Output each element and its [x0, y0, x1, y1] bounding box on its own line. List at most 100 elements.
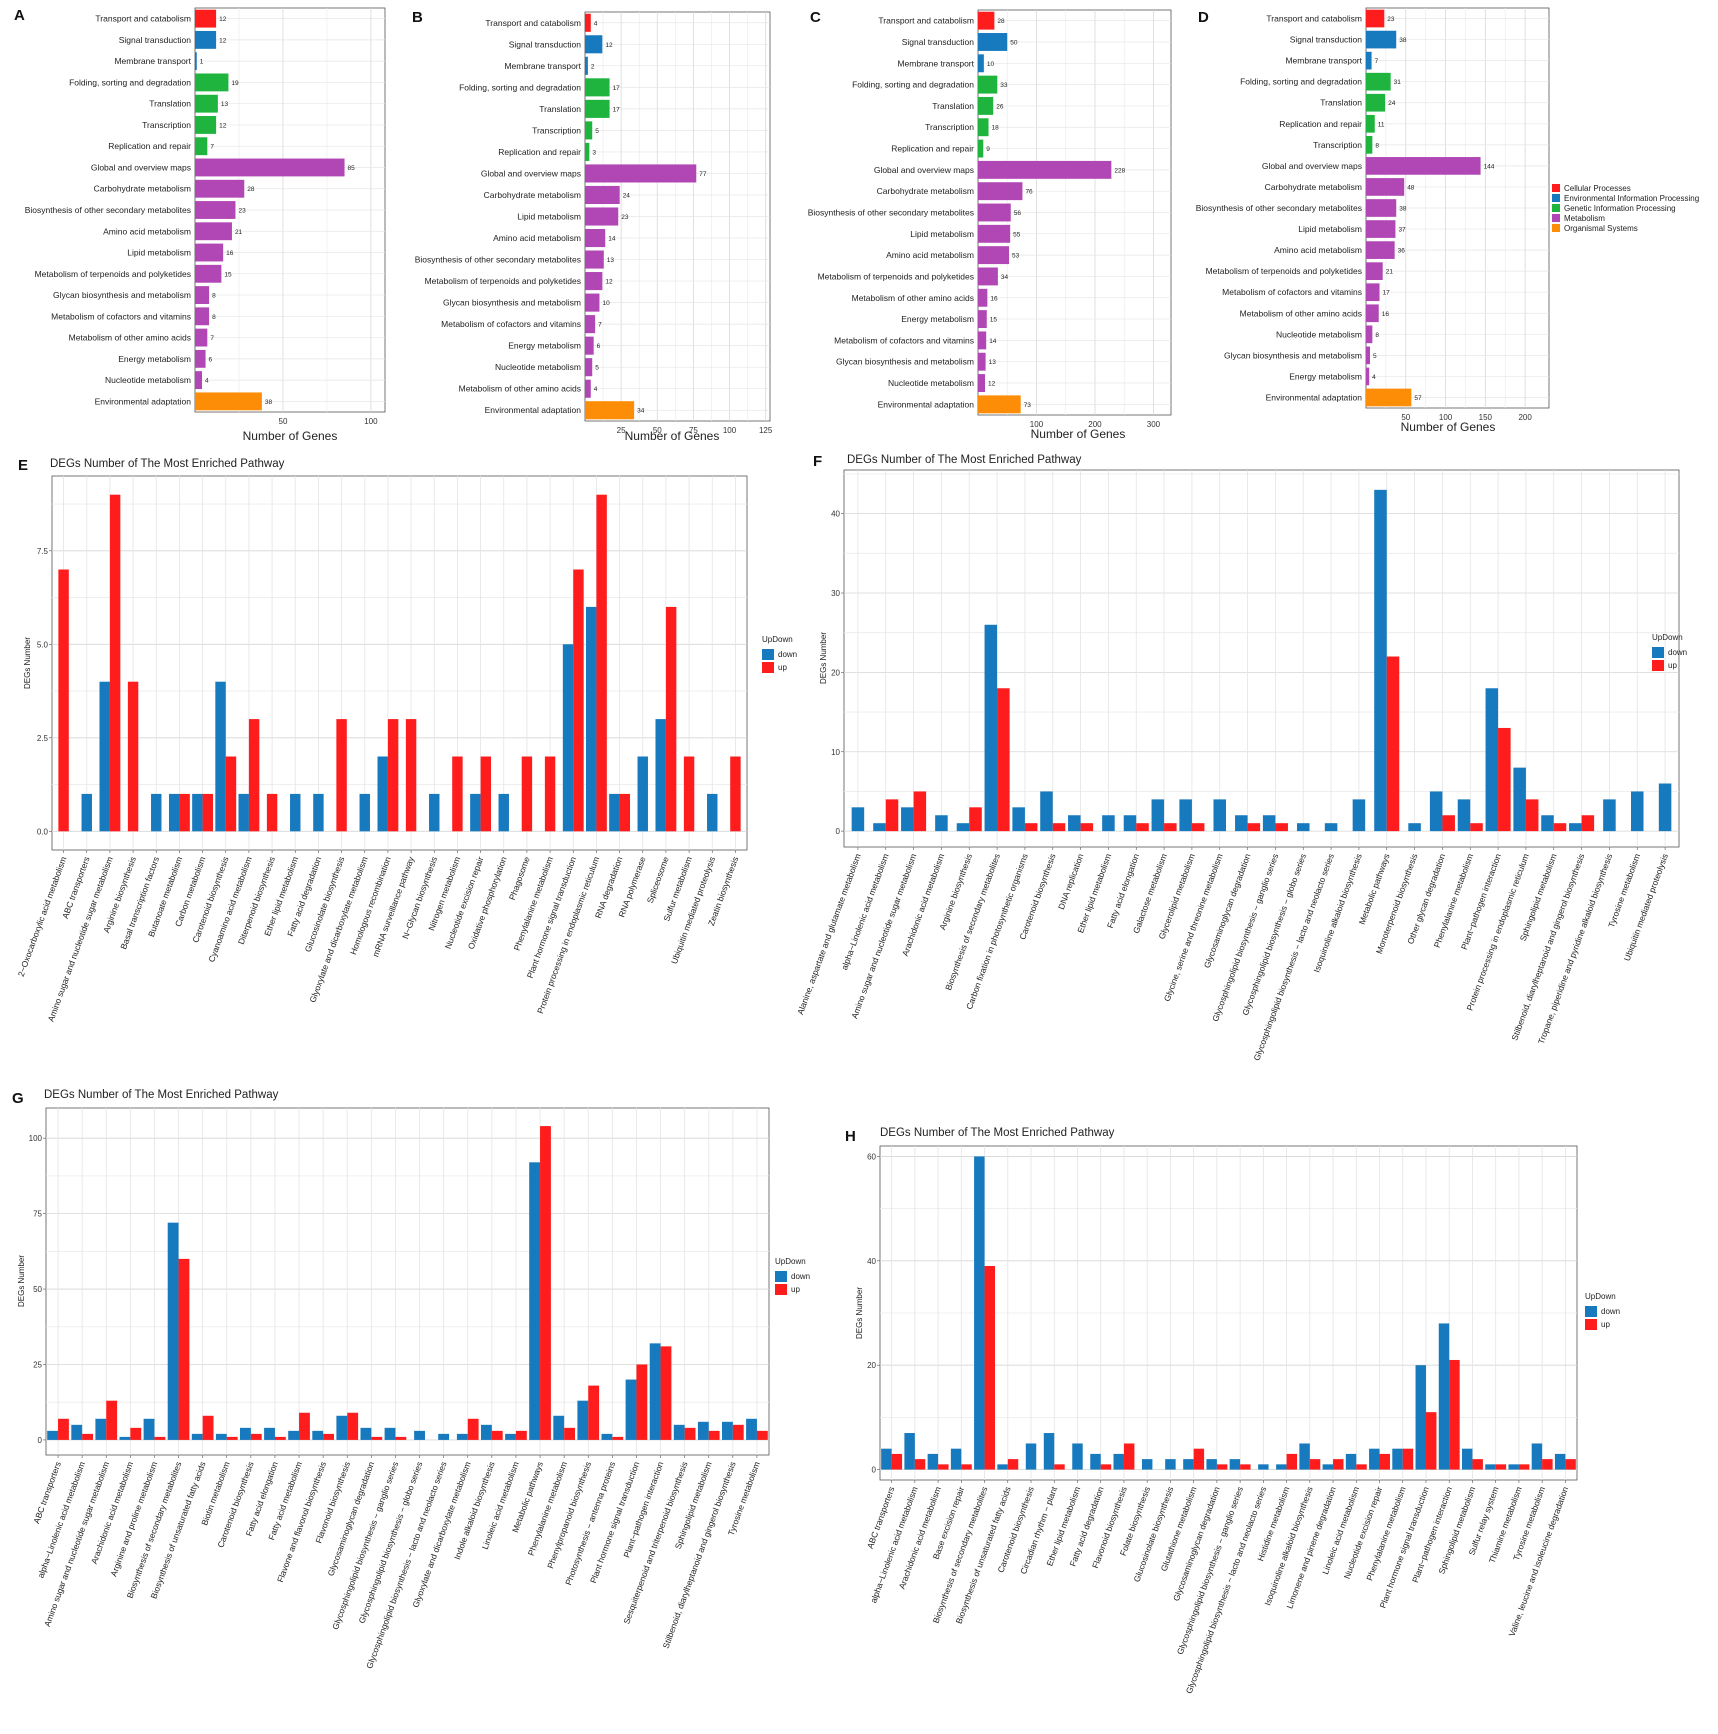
- bar-down-phenylalanine-metabolism: [1392, 1448, 1403, 1470]
- bar-lipid-metabolism: [585, 207, 619, 226]
- category-label: Lipid metabolism: [127, 248, 191, 258]
- bar-value-label: 5: [595, 128, 599, 135]
- y-tick-label: 5.0: [37, 640, 49, 649]
- bar-down-phenylpropanoid-biosynthesis: [577, 1400, 589, 1440]
- y-tick-label: 0: [38, 1436, 43, 1445]
- category-label: Global and overview maps: [481, 168, 581, 178]
- bar-up-glycosaminoglycan-degradation: [1216, 1464, 1228, 1470]
- bar-down-glycosphingolipid-biosynthesis-globo-series: [1296, 823, 1310, 832]
- bar-down-ether-lipid-metabolism: [1072, 1443, 1083, 1470]
- bar-up-glycosphingolipid-biosynthesis-ganglio-series: [1275, 823, 1288, 832]
- bar-down-biosynthesis-of-unsaturated-fatty-acids: [997, 1464, 1008, 1470]
- bar-down-nucleotide-excision-repair: [470, 793, 481, 832]
- bar-value-label: 4: [594, 20, 598, 27]
- bar-down-carbon-metabolism: [192, 793, 203, 832]
- bar-value-label: 7: [210, 144, 214, 151]
- y-tick-label: 0: [872, 1466, 877, 1475]
- bar-down-dna-replication: [1068, 815, 1081, 832]
- bar-down-arginine-and-proline-metabolism: [143, 1418, 155, 1440]
- bar-value-label: 10: [602, 300, 610, 307]
- bar-up-tyrosine-metabolism: [756, 1430, 768, 1440]
- category-label: Global and overview maps: [1262, 161, 1362, 171]
- bar-biosynthesis-of-other-secondary-metabolites: [1366, 199, 1397, 217]
- bar-value-label: 228: [1114, 167, 1125, 174]
- category-label: Folding, sorting and degradation: [459, 82, 581, 92]
- bar-up-plant-hormone-signal-transduction: [573, 569, 584, 832]
- category-label: Transport and catabolism: [95, 14, 191, 24]
- bar-carbohydrate-metabolism: [978, 182, 1023, 201]
- category-label: Folding, sorting and degradation: [852, 80, 974, 90]
- category-label: Phenylpropanoid biosynthesis: [545, 1460, 593, 1570]
- bar-transcription: [1366, 136, 1373, 154]
- category-label: Lipid metabolism: [910, 229, 974, 239]
- bar-value-label: 12: [219, 16, 227, 23]
- bar-folding-sorting-and-degradation: [978, 75, 998, 94]
- bar-down-base-excision-repair: [950, 1448, 962, 1470]
- plot-area: [45, 1107, 770, 1456]
- category-label: Replication and repair: [891, 144, 974, 154]
- bar-up-spliceosome: [665, 606, 677, 832]
- bar-up-phenylalanine-metabolism: [1470, 823, 1483, 832]
- bar-value-label: 8: [1375, 142, 1379, 149]
- category-label: Nucleotide metabolism: [495, 362, 581, 372]
- category-label: Transport and catabolism: [1266, 14, 1362, 24]
- bar-translation: [195, 94, 218, 113]
- bar-up-sphingolipid-metabolism: [1472, 1459, 1483, 1470]
- bar-signal-transduction: [195, 30, 217, 49]
- category-label: Signal transduction: [1290, 35, 1363, 45]
- bar-up-fatty-acid-elongation: [274, 1436, 286, 1440]
- bar-up-phagosome: [521, 756, 533, 832]
- category-label: Carbohydrate metabolism: [877, 186, 974, 196]
- bar-down-glycosphingolipid-biosynthesis-lacto-and-neolacto-series: [438, 1433, 450, 1440]
- x-tick-label: 150: [1479, 413, 1493, 422]
- panel-f-label: F: [813, 453, 822, 470]
- bar-up-linoleic-acid-metabolism: [1356, 1464, 1367, 1470]
- bar-up-glycosphingolipid-biosynthesis-ganglio-series: [1240, 1464, 1251, 1470]
- plot-area: [843, 469, 1680, 848]
- category-label: Cyanoamino acid metabolism: [206, 855, 254, 963]
- bar-down-glycosaminoglycan-degradation: [1235, 815, 1248, 832]
- bar-value-label: 1: [200, 59, 204, 66]
- bar-down-plant-hormone-signal-transduction: [1415, 1365, 1426, 1470]
- bar-membrane-transport: [978, 54, 984, 73]
- y-tick-label: 20: [867, 1361, 876, 1370]
- legend-key-cellular-processes: [1552, 184, 1560, 192]
- bar-value-label: 17: [1383, 290, 1391, 297]
- bar-up-phenylalanine-metabolism: [544, 756, 556, 832]
- bar-translation: [978, 96, 994, 115]
- bar-value-label: 34: [1001, 274, 1009, 281]
- bar-down-tyrosine-metabolism: [1531, 1443, 1543, 1470]
- legend-key-up: [1652, 660, 1664, 671]
- x-tick-label: 100: [1439, 413, 1453, 422]
- x-tick-label: 75: [689, 426, 698, 435]
- category-label: Energy metabolism: [1289, 371, 1362, 381]
- panel-a: A 50 100 12 Transport and catabolism 12 Signa…: [14, 7, 386, 443]
- x-tick-label: 300: [1147, 420, 1161, 429]
- x-tick-label: 100: [723, 426, 737, 435]
- bar-down-fatty-acid-metabolism: [288, 1430, 300, 1440]
- bar-down-fatty-acid-elongation: [264, 1427, 275, 1440]
- bar-value-label: 6: [597, 343, 601, 350]
- bar-down-spliceosome: [655, 719, 666, 832]
- bar-up-2-oxocarboxylic-acid-metabolism: [58, 569, 69, 832]
- bar-down-glyoxylate-and-dicarboxylate-metabolism: [456, 1433, 468, 1440]
- bar-value-label: 17: [613, 85, 621, 92]
- bar-up-fatty-acid-metabolism: [299, 1412, 310, 1440]
- bar-up-arginine-biosynthesis: [127, 681, 139, 832]
- bar-down-n-glycan-biosynthesis: [429, 793, 440, 832]
- panel-f: F DEGs Number of The Most Enriched Pathw…: [795, 453, 1687, 1062]
- panel-d-label: D: [1198, 9, 1209, 26]
- category-label: Environmental adaptation: [485, 405, 582, 415]
- bar-down-biotin-metabolism: [215, 1433, 227, 1440]
- bar-up-abc-transporters: [891, 1453, 903, 1470]
- bar-metabolism-of-other-amino-acids: [978, 288, 988, 307]
- bar-down-galactose-metabolism: [1151, 799, 1165, 832]
- bar-down-fatty-acid-elongation: [1123, 815, 1137, 832]
- y-axis-title: DEGs Number: [855, 1287, 864, 1339]
- bar-down-glyoxylate-and-dicarboxylate-metabolism: [359, 793, 370, 832]
- y-tick-label: 0: [836, 827, 841, 836]
- y-tick-label: 7.5: [37, 547, 49, 556]
- bar-up-flavone-and-flavonol-biosynthesis: [323, 1433, 334, 1440]
- bar-value-label: 31: [1394, 79, 1402, 86]
- legend-label: up: [778, 663, 787, 672]
